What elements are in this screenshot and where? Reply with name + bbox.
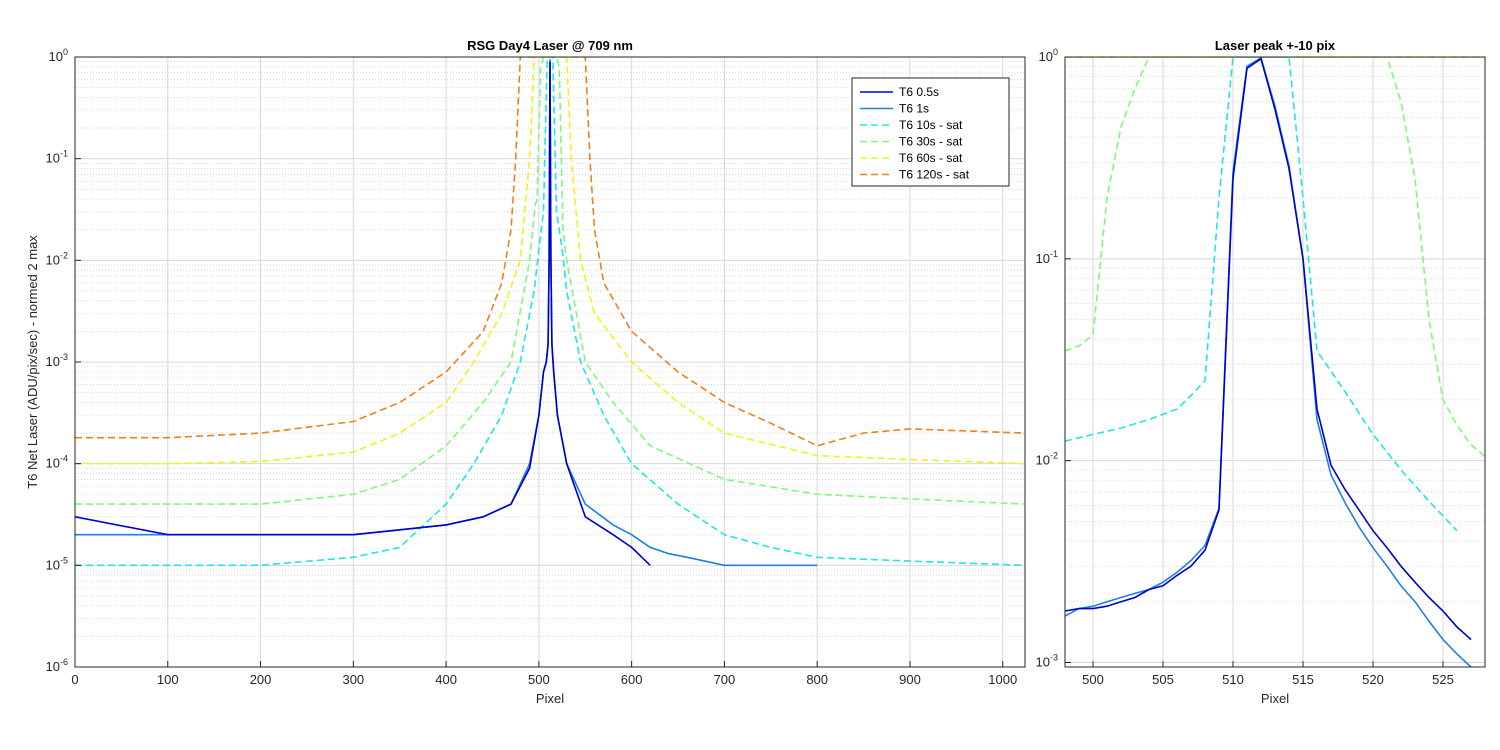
main-x-tick-label: 600 xyxy=(621,672,643,687)
peak-plot: 10-3 10-2 10-1 100 500 505 510 515 520 525 Laser … xyxy=(1036,38,1486,706)
main-y-tick-label: 10-1 xyxy=(46,149,68,166)
main-y-tick-label: 10-4 xyxy=(46,454,68,471)
main-x-tick-label: 900 xyxy=(899,672,921,687)
legend-label: T6 10s - sat xyxy=(899,118,963,132)
main-plot-ylabel: T6 Net Laser (ADU/pix/sec) - normed 2 ma… xyxy=(25,235,40,489)
peak-plot-grid xyxy=(1065,56,1485,667)
main-y-tick-label: 10-3 xyxy=(46,352,68,369)
main-series-line-2 xyxy=(75,57,1025,567)
main-series-line-4 xyxy=(75,57,1025,465)
peak-x-tick-label: 520 xyxy=(1362,672,1384,687)
peak-plot-frame xyxy=(1064,56,1486,668)
main-plot-title: RSG Day4 Laser @ 709 nm xyxy=(467,38,633,53)
peak-y-tick-label: 10-3 xyxy=(1036,653,1058,670)
peak-series-line-0 xyxy=(1065,57,1472,641)
peak-plot-xlabel: Pixel xyxy=(1261,691,1289,706)
main-y-tick-label: 10-2 xyxy=(46,250,68,267)
main-x-tick-label: 100 xyxy=(157,672,179,687)
peak-y-tick-label: 10-2 xyxy=(1036,451,1058,468)
peak-x-tick-label: 515 xyxy=(1292,672,1314,687)
peak-x-tick-label: 525 xyxy=(1432,672,1454,687)
main-x-tick-label: 1000 xyxy=(988,672,1017,687)
legend-label: T6 1s xyxy=(899,102,929,116)
main-x-tick-label: 300 xyxy=(342,672,364,687)
legend-label: T6 0.5s xyxy=(899,85,939,99)
main-x-tick-label: 0 xyxy=(71,672,78,687)
peak-plot-series xyxy=(1065,57,1485,667)
peak-plot-ticks: 10-3 10-2 10-1 100 500 505 510 515 520 525 xyxy=(1036,47,1454,687)
main-plot-xlabel: Pixel xyxy=(536,691,564,706)
legend-label: T6 30s - sat xyxy=(899,135,963,149)
main-series-line-3 xyxy=(75,57,1025,505)
legend: T6 0.5s T6 1s T6 10s - sat T6 30s - sat T6 6… xyxy=(851,77,1010,187)
legend-label: T6 60s - sat xyxy=(899,151,963,165)
peak-x-tick-label: 500 xyxy=(1082,672,1104,687)
peak-y-tick-label: 100 xyxy=(1039,47,1058,64)
main-x-tick-label: 200 xyxy=(250,672,272,687)
main-y-tick-label: 100 xyxy=(49,47,68,64)
peak-y-tick-label: 10-1 xyxy=(1036,249,1058,266)
main-series-line-5 xyxy=(75,57,1025,447)
legend-label: T6 120s - sat xyxy=(899,168,970,182)
main-x-tick-label: 400 xyxy=(435,672,457,687)
peak-series-line-3 xyxy=(1065,57,1485,458)
peak-plot-title: Laser peak +-10 pix xyxy=(1215,38,1336,53)
legend-box xyxy=(851,77,1010,187)
main-y-tick-label: 10-5 xyxy=(46,555,68,572)
peak-x-tick-label: 510 xyxy=(1222,672,1244,687)
peak-x-tick-label: 505 xyxy=(1152,672,1174,687)
main-x-tick-label: 700 xyxy=(714,672,736,687)
main-plot-series xyxy=(75,57,1025,567)
main-y-tick-label: 10-6 xyxy=(46,657,68,674)
peak-series-line-2 xyxy=(1065,57,1458,532)
main-x-tick-label: 500 xyxy=(528,672,550,687)
main-x-tick-label: 800 xyxy=(806,672,828,687)
main-series-line-0 xyxy=(75,61,651,566)
